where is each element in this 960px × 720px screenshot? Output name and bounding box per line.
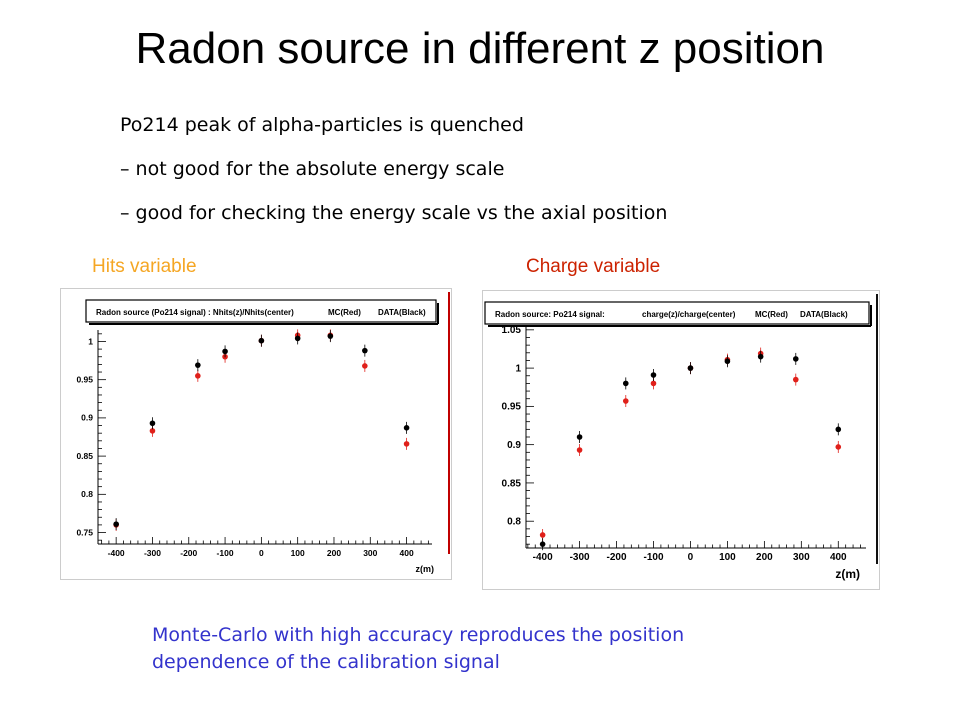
legend-mc: MC(Red) — [328, 308, 361, 317]
x-axis-label: z(m) — [835, 567, 860, 581]
x-tick-label: -400 — [533, 552, 553, 563]
x-tick-label: 100 — [291, 548, 305, 558]
plot-canvas — [482, 290, 880, 590]
data-point — [576, 434, 583, 440]
y-tick-label: 1 — [88, 336, 93, 346]
mc-point — [650, 380, 657, 387]
data-point — [622, 380, 629, 387]
x-tick-label: 300 — [363, 548, 377, 558]
legend-ratio: charge(z)/charge(center) — [642, 310, 736, 319]
summary-text: Monte-Carlo with high accuracy reproduce… — [152, 624, 685, 673]
y-tick-label: 0.8 — [81, 489, 93, 499]
y-tick-label: 0.85 — [76, 451, 93, 461]
y-tick-label: 0.95 — [76, 375, 93, 385]
y-tick-label: 0.75 — [76, 527, 93, 537]
data-point — [222, 348, 228, 355]
legend-mc: MC(Red) — [755, 310, 788, 319]
slide-title: Radon source in different z position — [135, 24, 825, 73]
mc-point — [539, 532, 546, 538]
mc-point — [362, 363, 368, 369]
x-tick-label: 400 — [399, 548, 413, 558]
data-point — [195, 362, 201, 368]
legend-title: Radon source (Po214 signal) : Nhits(z)/N… — [96, 308, 294, 317]
bullet-not-good: – not good for the absolute energy scale — [120, 158, 505, 180]
mc-point — [835, 444, 842, 450]
x-tick-label: -300 — [144, 548, 161, 558]
y-tick-label: 0.9 — [507, 440, 521, 451]
plot-canvas — [60, 288, 452, 580]
x-axis-label: z(m) — [416, 564, 435, 574]
x-tick-label: -400 — [108, 548, 125, 558]
x-tick-label: 0 — [688, 552, 694, 563]
bullet-good: – good for checking the energy scale vs … — [120, 202, 668, 224]
y-tick-label: 0.95 — [502, 402, 522, 413]
data-point — [724, 358, 731, 365]
data-point — [687, 365, 694, 371]
hits-variable-plot: Radon source (Po214 signal) : Nhits(z)/N… — [60, 288, 452, 580]
x-tick-label: -200 — [607, 552, 627, 563]
data-point — [113, 521, 119, 527]
x-tick-label: 0 — [259, 548, 264, 558]
hits-variable-label: Hits variable — [92, 256, 197, 277]
data-point — [149, 420, 156, 427]
data-point — [403, 425, 410, 431]
charge-variable-plot: Radon source: Po214 signal: charge(z)/cha… — [482, 290, 880, 590]
mc-point — [576, 447, 583, 453]
data-point — [258, 337, 265, 344]
mc-point — [792, 376, 799, 383]
mc-point — [403, 441, 410, 447]
x-tick-label: 200 — [327, 548, 341, 558]
charge-variable-label: Charge variable — [526, 256, 661, 277]
legend-data: DATA(Black) — [378, 308, 426, 317]
data-point — [539, 541, 546, 547]
x-tick-label: 400 — [830, 552, 847, 563]
data-point — [835, 426, 842, 433]
data-point — [294, 335, 301, 342]
y-tick-label: 0.8 — [507, 517, 521, 528]
legend-box: Radon source: Po214 signal: charge(z)/cha… — [484, 301, 872, 327]
legend-frame — [484, 301, 870, 325]
legend-box: Radon source (Po214 signal) : Nhits(z)/N… — [85, 299, 439, 325]
data-point — [362, 347, 368, 354]
x-tick-label: 300 — [793, 552, 810, 563]
x-tick-label: -100 — [217, 548, 234, 558]
legend-title: Radon source: Po214 signal: — [495, 310, 605, 319]
x-tick-label: -100 — [643, 552, 663, 563]
data-point — [757, 353, 764, 360]
legend-data: DATA(Black) — [800, 310, 848, 319]
y-tick-label: 1 — [515, 363, 521, 374]
y-tick-label: 1.05 — [502, 325, 522, 336]
legend-frame — [85, 299, 437, 323]
y-tick-label: 0.85 — [502, 478, 522, 489]
x-tick-label: 100 — [719, 552, 736, 563]
data-point — [792, 356, 799, 362]
mc-point — [149, 428, 156, 434]
data-point — [327, 333, 334, 339]
x-tick-label: 200 — [756, 552, 773, 563]
x-tick-label: -200 — [180, 548, 197, 558]
mc-point — [195, 373, 201, 379]
bullet-quenched: Po214 peak of alpha-particles is quenche… — [120, 114, 524, 136]
x-tick-label: -300 — [570, 552, 590, 563]
y-tick-label: 0.9 — [81, 413, 93, 423]
mc-point — [622, 398, 629, 404]
data-point — [650, 372, 657, 378]
